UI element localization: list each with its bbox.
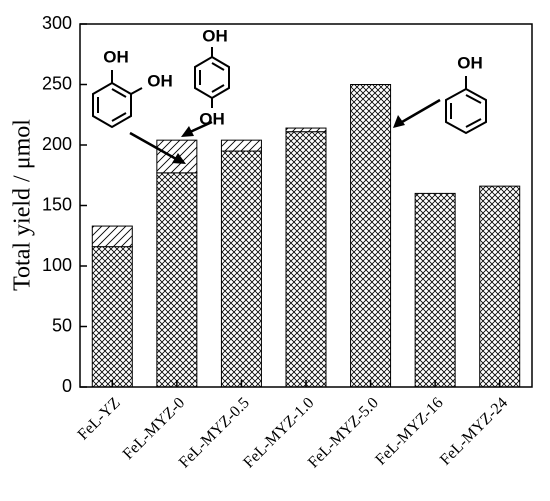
y-tick-label: 150 <box>42 194 72 214</box>
bar-segment <box>220 150 262 388</box>
x-tick-label: FeL-MYZ-0 <box>120 394 189 463</box>
y-tick-label: 100 <box>42 255 72 275</box>
y-tick-label: 200 <box>42 134 72 154</box>
bar-segment <box>285 131 327 388</box>
bar-segment <box>91 246 133 388</box>
x-tick-label: FeL-MYZ-24 <box>437 394 511 468</box>
bar-segment <box>414 192 456 388</box>
annotation: OH <box>103 47 129 66</box>
hydroquinone: OH OH <box>194 26 230 128</box>
y-tick-label: 50 <box>52 315 72 335</box>
x-tick-label: FeL-MYZ-16 <box>372 394 446 468</box>
bar-segment <box>285 127 327 133</box>
bar-segment <box>220 139 262 152</box>
y-tick-label: 0 <box>62 376 72 396</box>
y-tick-label: 300 <box>42 13 72 33</box>
phenol: OH <box>445 53 487 135</box>
annotation: OH <box>147 71 173 90</box>
arrows <box>129 98 441 164</box>
annotation: OH <box>202 26 228 45</box>
catechol: OH OH <box>92 47 173 129</box>
bar-segment <box>479 185 521 388</box>
bar-segment <box>156 172 198 388</box>
annotation: OH <box>457 53 483 72</box>
y-axis-label: Total yield / μmol <box>10 119 36 291</box>
y-tick-label: 250 <box>42 73 72 93</box>
bar-segment <box>350 84 392 388</box>
bar-segment <box>91 225 133 248</box>
plot-frame <box>79 23 533 388</box>
x-tick-label: FeL-YZ <box>75 394 124 443</box>
